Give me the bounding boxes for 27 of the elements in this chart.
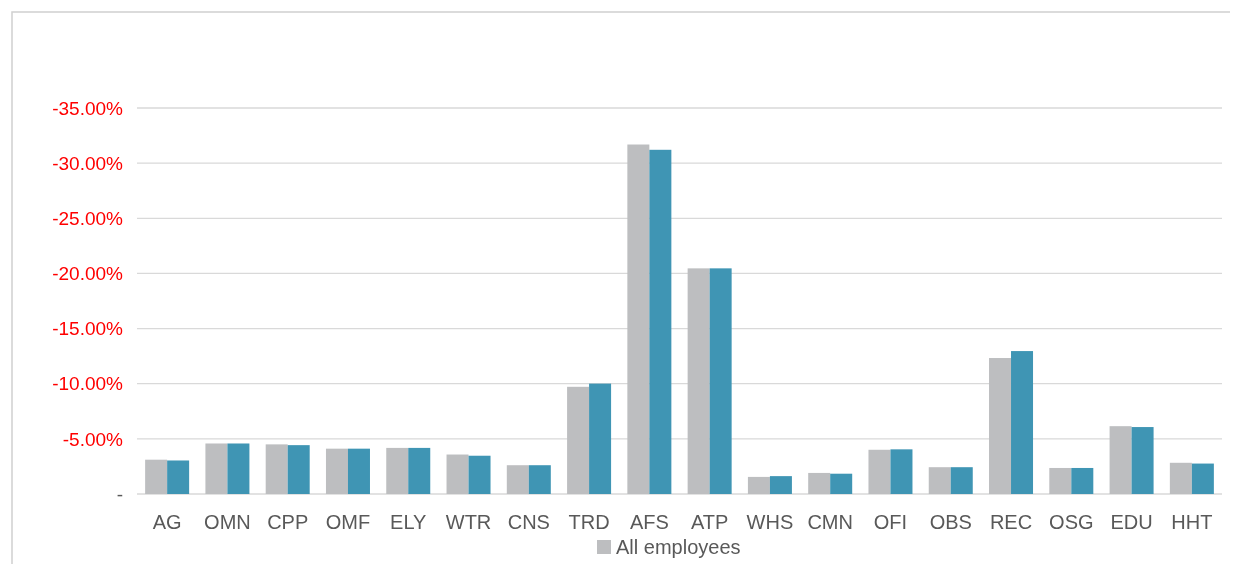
x-tick-label: OFI [873, 511, 908, 533]
x-tick-label: CNS [507, 511, 550, 533]
y-tick-label: -35.00% [52, 97, 124, 119]
x-tick-label: CMN [807, 511, 853, 533]
x-tick-label: EDU [1110, 511, 1153, 533]
x-tick-label: AFS [629, 511, 669, 533]
x-tick-label: AG [152, 511, 182, 533]
x-tick-label: REC [989, 511, 1033, 533]
y-tick-label: -5.00% [62, 428, 124, 450]
x-tick-label: HHT [1171, 511, 1213, 533]
y-tick-label: -15.00% [52, 318, 124, 340]
x-tick-label: TRD [568, 511, 610, 533]
x-tick-label: WHS [746, 511, 794, 533]
x-tick-label: ELY [390, 511, 427, 533]
x-tick-label: OSG [1049, 511, 1094, 533]
y-tick-label: -20.00% [52, 263, 124, 285]
y-tick-label: -25.00% [52, 207, 124, 229]
x-tick-label: CPP [267, 511, 309, 533]
x-tick-label: OMF [325, 511, 371, 533]
y-tick-label: - [116, 483, 123, 505]
x-tick-label: OBS [929, 511, 972, 533]
x-tick-label: OMN [204, 511, 251, 533]
y-tick-label: -10.00% [52, 373, 124, 395]
legend-label: All employees [616, 536, 741, 558]
y-tick-label: -30.00% [52, 152, 124, 174]
x-tick-label: ATP [690, 511, 729, 533]
x-tick-label: WTR [445, 511, 492, 533]
